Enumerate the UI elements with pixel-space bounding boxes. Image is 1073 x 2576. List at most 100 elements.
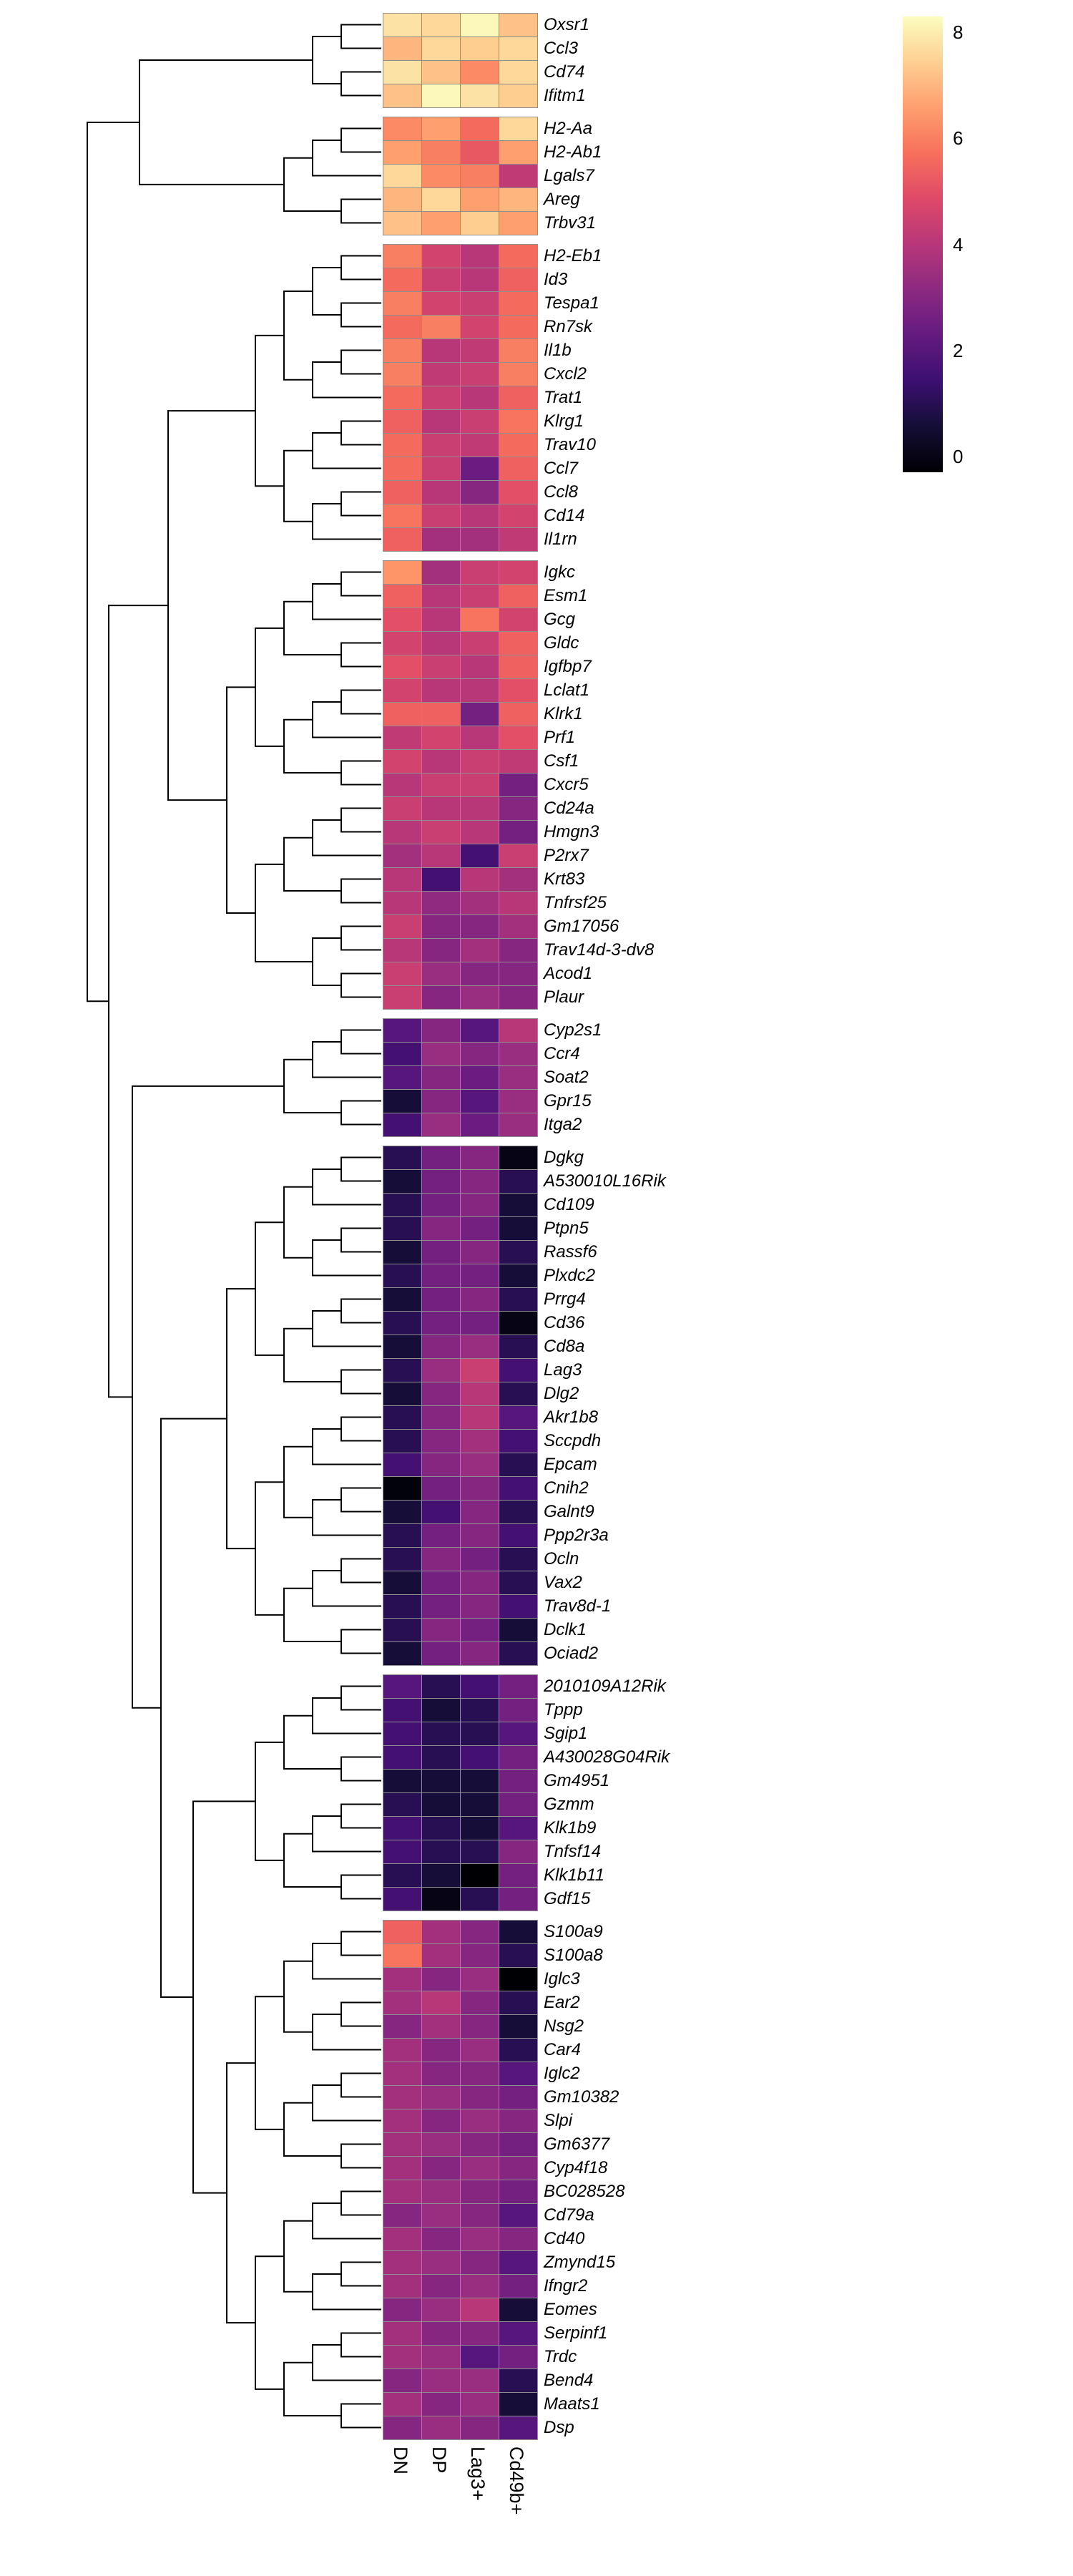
heatmap-cell (421, 60, 461, 84)
heatmap-cell (499, 702, 538, 726)
row-label: Ifngr2 (544, 2275, 588, 2296)
row-label: Cd36 (544, 1312, 585, 1332)
row-label: Cyp4f18 (544, 2157, 608, 2177)
heatmap-cell (460, 457, 499, 481)
heatmap-cell (499, 726, 538, 750)
row-label: Slpi (544, 2110, 573, 2130)
heatmap-cell (383, 2132, 422, 2157)
heatmap-cell (460, 1641, 499, 1666)
heatmap-cell (460, 2345, 499, 2369)
heatmap-cell (499, 1264, 538, 1288)
heatmap-cell (460, 1065, 499, 1090)
row-label: Gldc (544, 633, 579, 653)
heatmap-cell (499, 608, 538, 632)
heatmap-cell (499, 164, 538, 188)
row-label: Acod1 (544, 963, 593, 983)
heatmap-cell (421, 1618, 461, 1642)
heatmap-cell (460, 1453, 499, 1477)
heatmap-cell (460, 2368, 499, 2393)
heatmap-cell (460, 726, 499, 750)
heatmap-cell (460, 1920, 499, 1944)
heatmap-cell (460, 36, 499, 61)
heatmap-cell (383, 2321, 422, 2346)
heatmap-cell (499, 13, 538, 37)
heatmap-cell (383, 2109, 422, 2133)
heatmap-cell (421, 315, 461, 339)
heatmap-cell (421, 1722, 461, 1746)
heatmap-cell (499, 1335, 538, 1359)
heatmap-cell (460, 291, 499, 316)
heatmap-cell (421, 386, 461, 410)
heatmap-cell (383, 1920, 422, 1944)
row-label: Plxdc2 (544, 1265, 596, 1285)
heatmap-cell (383, 1311, 422, 1335)
heatmap-cell (499, 1863, 538, 1888)
dendrogram-lines (87, 24, 381, 2429)
row-label: Il1rn (544, 529, 577, 549)
heatmap-cell (421, 1547, 461, 1571)
heatmap-cell (383, 985, 422, 1010)
heatmap-cell (383, 938, 422, 962)
row-label: Gm4951 (544, 1770, 610, 1790)
heatmap-cell (499, 1018, 538, 1043)
heatmap-cell (499, 631, 538, 655)
heatmap-cell (499, 409, 538, 434)
heatmap-cell (421, 140, 461, 165)
row-label: Tnfrsf25 (544, 892, 607, 912)
heatmap-cell (460, 1523, 499, 1548)
row-label: 2010109A12Rik (544, 1676, 666, 1696)
heatmap-cell (499, 1169, 538, 1194)
heatmap-cell (383, 84, 422, 108)
heatmap-cell (460, 504, 499, 528)
heatmap-cell (460, 655, 499, 679)
heatmap-cell (460, 187, 499, 212)
heatmap-cell (460, 13, 499, 37)
heatmap-cell (383, 1792, 422, 1817)
row-label: S100a9 (544, 1921, 603, 1941)
row-label: Id3 (544, 269, 568, 289)
heatmap-cell (383, 480, 422, 504)
heatmap-cell (499, 1991, 538, 2015)
row-label: Tespa1 (544, 293, 599, 313)
heatmap-cell (383, 386, 422, 410)
heatmap-cell (383, 244, 422, 268)
heatmap-cell (383, 2085, 422, 2109)
row-label: Dgkg (544, 1147, 584, 1167)
heatmap-cell (460, 1618, 499, 1642)
heatmap-cell (421, 1405, 461, 1430)
heatmap-cell (499, 2062, 538, 2086)
row-label: Gzmm (544, 1794, 594, 1814)
heatmap-cell (421, 2038, 461, 2062)
heatmap-cell (383, 2250, 422, 2275)
heatmap-cell (460, 386, 499, 410)
heatmap-cell (460, 1240, 499, 1264)
heatmap-cell (460, 1358, 499, 1382)
row-label: H2-Eb1 (544, 245, 602, 265)
heatmap-cell (421, 702, 461, 726)
heatmap-cell (421, 2227, 461, 2251)
heatmap-cell (421, 1816, 461, 1840)
legend-tick-label: 0 (953, 445, 964, 467)
heatmap-cell (421, 2062, 461, 2086)
heatmap-cell (499, 2345, 538, 2369)
heatmap-cell (460, 914, 499, 939)
heatmap-cell (383, 608, 422, 632)
heatmap-cell (383, 2274, 422, 2298)
heatmap-cell (460, 985, 499, 1010)
row-label: Klrk1 (544, 703, 583, 723)
row-label: Trav10 (544, 434, 596, 454)
heatmap-cell (383, 726, 422, 750)
heatmap-cell (421, 2368, 461, 2393)
colorbar-gradient (903, 16, 943, 472)
row-label: Galnt9 (544, 1501, 594, 1521)
heatmap-cell (421, 2203, 461, 2228)
heatmap-cell (499, 315, 538, 339)
heatmap-cell (421, 2156, 461, 2180)
heatmap-cell (383, 1089, 422, 1113)
heatmap-cell (460, 1382, 499, 1406)
heatmap-cell (460, 527, 499, 552)
heatmap-cell (499, 433, 538, 457)
heatmap-cell (460, 1042, 499, 1066)
row-label: Il1b (544, 340, 572, 360)
heatmap-cell (460, 117, 499, 141)
